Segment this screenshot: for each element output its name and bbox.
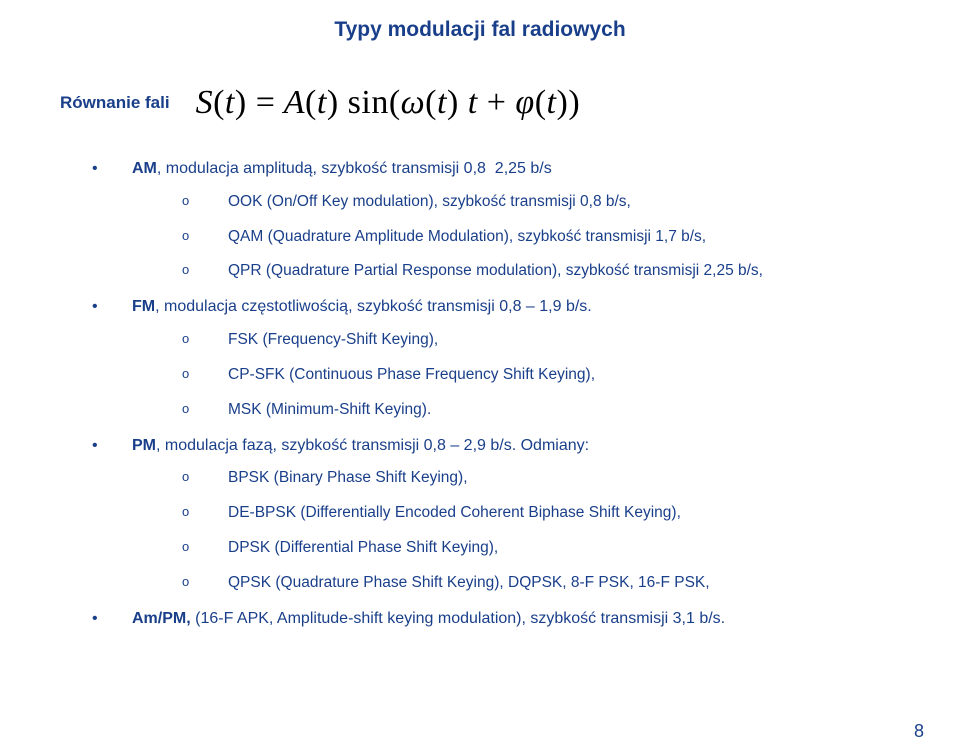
sublist-item: MSK (Minimum-Shift Keying). bbox=[180, 400, 900, 421]
list-item: FM, modulacja częstotliwością, szybkość … bbox=[88, 296, 900, 420]
sublist-item: CP-SFK (Continuous Phase Frequency Shift… bbox=[180, 365, 900, 386]
list-item: Am/PM, (16-F APK, Amplitude-shift keying… bbox=[88, 608, 900, 630]
equation-label: Równanie fali bbox=[60, 93, 170, 113]
content-list: AM, modulacja amplitudą, szybkość transm… bbox=[60, 158, 900, 630]
sublist-item: OOK (On/Off Key modulation), szybkość tr… bbox=[180, 192, 900, 213]
sublist-item: QAM (Quadrature Amplitude Modulation), s… bbox=[180, 227, 900, 248]
slide-page: Typy modulacji fal radiowych Równanie fa… bbox=[0, 0, 960, 756]
sublist-item: QPR (Quadrature Partial Response modulat… bbox=[180, 261, 900, 282]
page-title: Typy modulacji fal radiowych bbox=[60, 18, 900, 42]
list-item: PM, modulacja fazą, szybkość transmisji … bbox=[88, 435, 900, 594]
list-item-text: FM, modulacja częstotliwością, szybkość … bbox=[132, 298, 592, 315]
sublist: FSK (Frequency-Shift Keying), CP-SFK (Con… bbox=[132, 330, 900, 421]
sublist-item: DE-BPSK (Differentially Encoded Coherent… bbox=[180, 503, 900, 524]
sublist: OOK (On/Off Key modulation), szybkość tr… bbox=[132, 192, 900, 283]
list-item-text: AM, modulacja amplitudą, szybkość transm… bbox=[132, 160, 552, 177]
equation-row: Równanie fali S(t) = A(t) sin(ω(t) t + φ… bbox=[60, 84, 900, 122]
sublist-item: FSK (Frequency-Shift Keying), bbox=[180, 330, 900, 351]
sublist: BPSK (Binary Phase Shift Keying), DE-BPSK… bbox=[132, 468, 900, 594]
page-number: 8 bbox=[914, 721, 924, 742]
sublist-item: BPSK (Binary Phase Shift Keying), bbox=[180, 468, 900, 489]
equation-expression: S(t) = A(t) sin(ω(t) t + φ(t)) bbox=[196, 84, 581, 122]
list-item-text: PM, modulacja fazą, szybkość transmisji … bbox=[132, 437, 589, 454]
list-item-text: Am/PM, (16-F APK, Amplitude-shift keying… bbox=[132, 610, 725, 627]
sublist-item: QPSK (Quadrature Phase Shift Keying), DQ… bbox=[180, 573, 900, 594]
sublist-item: DPSK (Differential Phase Shift Keying), bbox=[180, 538, 900, 559]
list-item: AM, modulacja amplitudą, szybkość transm… bbox=[88, 158, 900, 282]
